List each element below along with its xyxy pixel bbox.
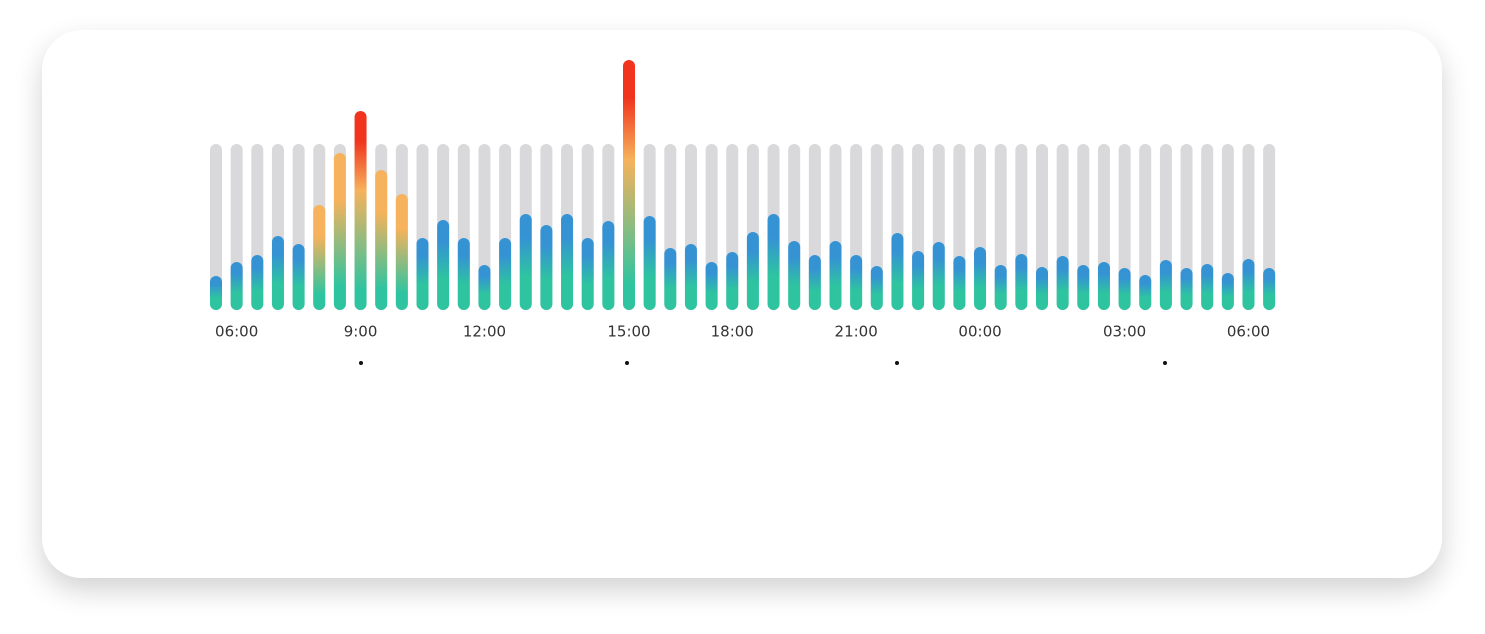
bar <box>1180 268 1193 310</box>
bar <box>416 238 429 310</box>
bar <box>664 248 677 310</box>
bar <box>251 255 264 310</box>
bar <box>1242 259 1255 310</box>
x-tick-label: 03:00 <box>1103 323 1146 341</box>
bar <box>912 251 925 310</box>
bar <box>808 255 821 310</box>
x-tick-label: 00:00 <box>958 323 1001 341</box>
bar <box>581 238 594 310</box>
x-tick-label: 12:00 <box>463 323 506 341</box>
bar <box>499 238 512 310</box>
bar <box>726 252 739 310</box>
x-tick-label: 18:00 <box>711 323 754 341</box>
x-tick-label: 21:00 <box>835 323 878 341</box>
bar <box>1077 265 1090 310</box>
dot <box>1163 361 1167 365</box>
bar <box>457 238 470 310</box>
track <box>1139 144 1152 310</box>
bar <box>478 265 491 310</box>
bar <box>891 233 904 310</box>
bar <box>1221 273 1234 310</box>
x-tick-label: 15:00 <box>607 323 650 341</box>
bar <box>767 214 780 310</box>
bar <box>395 194 408 310</box>
track <box>1221 144 1234 310</box>
track <box>1263 144 1276 310</box>
bar <box>1015 254 1028 310</box>
dot <box>359 361 363 365</box>
dot <box>625 361 629 365</box>
bar <box>271 236 284 310</box>
bar <box>210 276 222 310</box>
track <box>1118 144 1131 310</box>
bar <box>375 170 388 310</box>
bar <box>1159 260 1172 310</box>
bar <box>437 220 450 310</box>
x-tick-label: 06:00 <box>1227 323 1270 341</box>
bar <box>788 241 801 310</box>
bar <box>684 244 697 310</box>
bar <box>1263 268 1276 310</box>
bar <box>292 244 305 310</box>
bar <box>602 221 615 310</box>
bar <box>313 205 326 310</box>
bar <box>540 225 553 310</box>
bar <box>230 262 243 310</box>
dot <box>895 361 899 365</box>
bar <box>561 214 574 310</box>
track <box>210 144 222 310</box>
bar <box>1097 262 1110 310</box>
bar <box>746 232 759 310</box>
bar <box>1118 268 1131 310</box>
bar <box>705 262 718 310</box>
bar <box>953 256 966 310</box>
bar <box>333 153 346 310</box>
bar <box>519 214 532 310</box>
bar <box>870 266 883 310</box>
bar <box>354 111 367 310</box>
bar <box>1056 256 1069 310</box>
bar <box>623 60 635 310</box>
bar <box>994 265 1007 310</box>
x-tick-label: 9:00 <box>344 323 378 341</box>
bar <box>974 247 987 310</box>
x-tick-label: 06:00 <box>215 323 258 341</box>
track <box>1180 144 1193 310</box>
bar <box>932 242 945 310</box>
bar <box>1201 264 1214 310</box>
bar <box>643 216 656 310</box>
bar <box>1139 275 1152 310</box>
bar <box>850 255 863 310</box>
bar <box>1036 267 1048 310</box>
bar <box>829 241 842 310</box>
